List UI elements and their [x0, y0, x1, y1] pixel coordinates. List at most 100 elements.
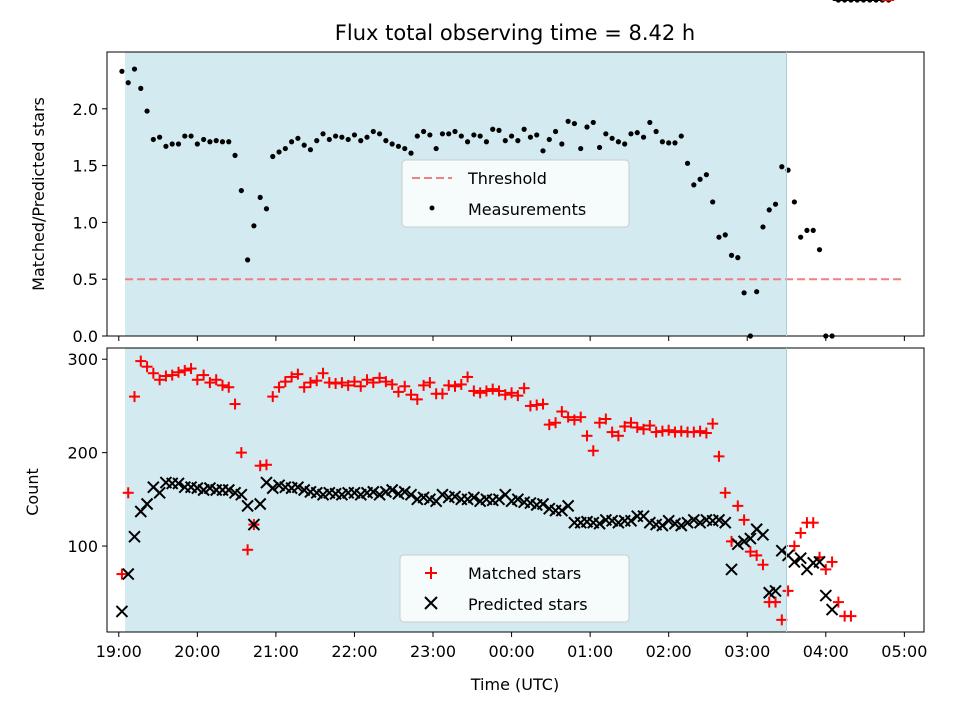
predicted-star-point — [536, 497, 550, 511]
measurement-point — [175, 141, 182, 147]
measurement-point — [754, 289, 760, 295]
predicted-star-point — [769, 584, 782, 598]
matched-star-point — [154, 374, 166, 386]
measurement-point — [647, 119, 653, 126]
matched-star-point — [694, 425, 706, 437]
measurement-point — [760, 224, 766, 230]
measurement-point — [295, 135, 301, 141]
predicted-star-point — [813, 555, 826, 569]
measurement-point — [150, 136, 156, 143]
measurement-point — [238, 187, 244, 194]
matched-star-point — [436, 388, 448, 400]
matched-star-point — [845, 610, 857, 622]
measurement-point — [276, 149, 282, 155]
matched-star-point — [405, 389, 417, 401]
matched-star-point — [342, 379, 354, 391]
predicted-star-point — [561, 499, 575, 513]
measurement-point — [772, 201, 779, 207]
matched-star-point — [386, 378, 398, 390]
matched-star-point — [788, 540, 800, 552]
predicted-star-point — [511, 493, 525, 506]
measurement-point — [226, 139, 232, 145]
measurement-point — [414, 133, 420, 139]
x-tick-label: 19:00 — [96, 642, 142, 661]
predicted-star-point — [153, 486, 166, 500]
predicted-star-point — [555, 504, 569, 517]
measurement-point — [201, 136, 207, 143]
measurement-point — [490, 126, 496, 132]
measurement-point — [816, 247, 823, 253]
matched-star-point — [355, 380, 367, 392]
predicted-star-point — [436, 488, 449, 501]
measurement-point — [326, 136, 332, 143]
measurement-point — [697, 176, 703, 182]
matched-star-point — [286, 371, 298, 383]
matched-star-point — [487, 383, 499, 395]
legend-threshold-label: Threshold — [467, 169, 547, 188]
measurement-point — [628, 131, 634, 137]
measurement-point — [383, 138, 389, 144]
measurement-point — [257, 194, 263, 201]
bottom-y-axis: 100 200 300 — [67, 350, 107, 556]
measurement-point — [684, 160, 691, 166]
predicted-star-point — [725, 563, 738, 576]
predicted-star-point — [675, 519, 688, 532]
bottom-axes-frame — [106, 347, 925, 633]
legend-matched-swatch — [425, 567, 437, 579]
predicted-star-point — [731, 537, 745, 551]
matched-star-point — [663, 424, 675, 436]
matched-star-point — [625, 417, 637, 429]
measurement-point — [716, 234, 722, 240]
measurement-point — [672, 140, 678, 146]
measurement-point — [188, 133, 194, 139]
legend-measurements-label: Measurements — [468, 200, 586, 219]
matched-star-point — [738, 514, 750, 526]
measurement-point — [559, 141, 565, 147]
measurement-point — [534, 132, 540, 138]
measurement-point — [766, 207, 772, 213]
predicted-star-point — [687, 513, 701, 527]
x-tick-label: 23:00 — [410, 642, 456, 661]
measurement-point — [596, 144, 603, 151]
matched-star-point — [719, 487, 731, 499]
matched-star-point — [367, 377, 379, 389]
matched-star-point — [782, 585, 794, 597]
predicted-star-point — [222, 483, 235, 497]
measurement-point — [508, 133, 515, 139]
matched-star-point — [223, 381, 235, 393]
top-y-tick-label: 0.5 — [73, 270, 98, 289]
measurement-point — [710, 199, 716, 205]
top-y-axis-label: Matched/Predicted stars — [29, 97, 48, 291]
matched-star-point — [311, 375, 323, 387]
matched-star-point — [260, 459, 272, 471]
measurement-point — [464, 139, 471, 145]
bottom-y-tick-label: 200 — [67, 444, 98, 463]
predicted-star-point — [385, 483, 399, 497]
top-y-tick-label: 0.0 — [73, 327, 98, 346]
predicted-star-point — [398, 485, 411, 499]
measurement-point — [345, 136, 351, 143]
predicted-star-point — [448, 490, 462, 503]
measurement-point — [546, 136, 552, 143]
measurement-point — [515, 138, 521, 144]
predicted-star-point — [467, 491, 481, 504]
matched-star-point — [135, 355, 147, 367]
matched-star-point — [631, 421, 643, 433]
predicted-star-point — [128, 530, 141, 543]
matched-star-point — [185, 363, 197, 375]
x-tick-label: 00:00 — [489, 642, 535, 661]
matched-star-point — [198, 369, 210, 381]
x-axis: 19:00 20:00 21:00 22:00 23:00 00:00 01:00 02:00… — [96, 632, 927, 661]
top-legend: Threshold Measurements — [401, 159, 630, 228]
predicted-star-point — [624, 514, 638, 528]
measurement-point — [691, 182, 697, 188]
measurement-point — [615, 139, 622, 145]
matched-star-point — [380, 376, 392, 388]
measurement-point — [408, 150, 414, 156]
measurement-point — [169, 141, 175, 147]
bottom-panel: 100 200 300 19:00 20:00 21:00 22:00 23:00 00:00… — [23, 0, 927, 694]
matched-star-point — [361, 374, 373, 386]
measurement-point — [144, 108, 150, 114]
measurement-point — [282, 145, 288, 152]
